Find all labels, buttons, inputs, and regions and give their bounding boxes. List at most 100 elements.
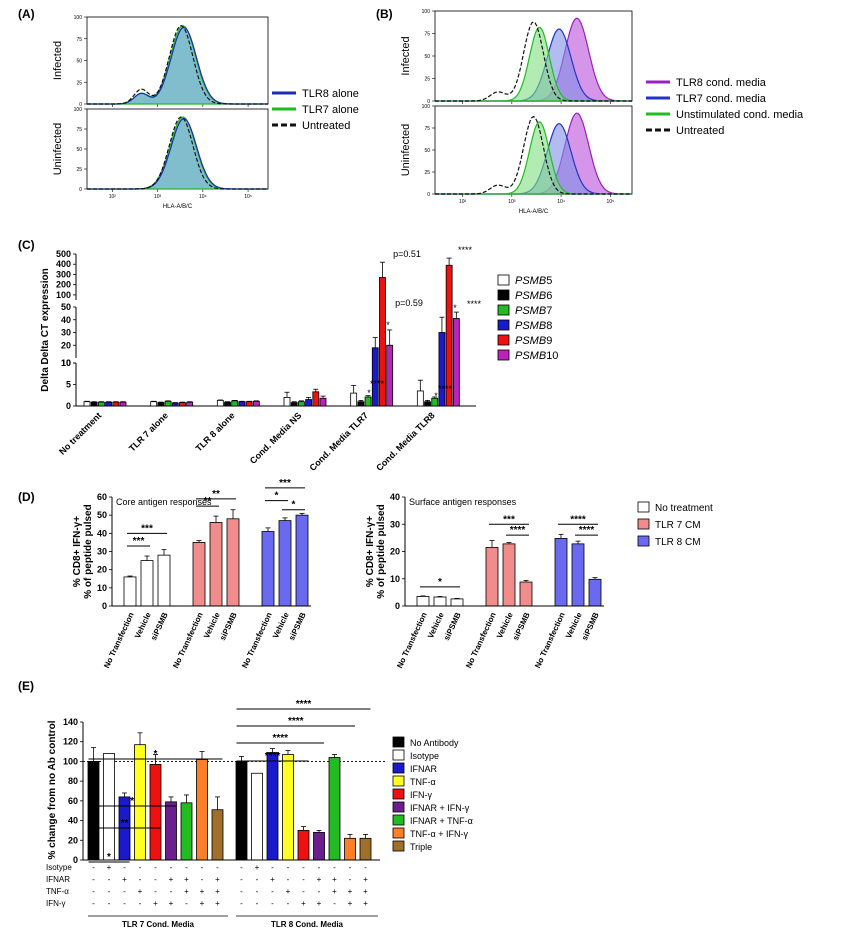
a-uninfected-ytick-label: 0 — [79, 187, 82, 193]
e-table-cell: - — [333, 863, 336, 872]
e-table-cell: - — [256, 887, 259, 896]
d-surface-bar — [571, 543, 585, 607]
e-legend-swatch — [392, 736, 405, 748]
c-annotation: **** — [438, 384, 453, 394]
c-bar-psmb10 — [186, 401, 194, 407]
a-infected-ytick-label: 25 — [76, 80, 82, 86]
c-bar-psmb7 — [297, 401, 305, 407]
e-legend-swatch — [392, 801, 405, 813]
e-legend-swatch — [392, 762, 405, 774]
a-legend-label: Untreated — [302, 120, 350, 132]
e-table-cell: + — [332, 875, 337, 884]
c-ytick-label: 10 — [61, 358, 71, 368]
c-legend-swatch — [497, 349, 510, 361]
e-sig-tlr8-label: **** — [272, 733, 288, 744]
e-sig-tlr8-label: **** — [265, 751, 281, 762]
c-category-label: Cond. Media TLR8 — [374, 410, 437, 473]
e-table-cell: - — [216, 863, 219, 872]
e-table-cell: - — [240, 887, 243, 896]
e-bar-ifnar-tnf- — [328, 757, 341, 861]
e-table-row-label: Isotype — [46, 863, 72, 872]
e-table-cell: - — [154, 887, 157, 896]
a-uninfected-xtick-label: 10² — [109, 194, 117, 200]
e-bar-ifnar-ifn- — [313, 832, 325, 861]
d-core-ytick-label: 60 — [97, 492, 107, 502]
e-sig-tlr8-label: **** — [288, 716, 304, 727]
d-core-ytick-label: 50 — [97, 510, 107, 520]
e-table-cell: - — [287, 863, 290, 872]
e-sig-tlr7-label: * — [107, 852, 111, 863]
d-core-bar — [226, 518, 240, 607]
e-legend-label: IFNAR + IFN-γ — [410, 803, 470, 813]
d-surface-sig-label: **** — [570, 514, 586, 525]
e-table-cell: - — [170, 863, 173, 872]
d-surface-ytick-label: 0 — [395, 601, 400, 611]
e-table-cell: - — [185, 899, 188, 908]
d-surface-bar — [588, 578, 602, 607]
c-legend-label: PSMB5 — [515, 275, 552, 287]
c-ytick-label: 30 — [61, 328, 71, 338]
d-core-ytick-label: 40 — [97, 528, 107, 538]
e-bar-no-antibody — [235, 761, 248, 861]
e-sig-tlr7-label: ** — [121, 818, 129, 829]
b-uninfected-untreated-curve — [435, 115, 632, 195]
e-table-cell: - — [139, 899, 142, 908]
d-core-bar — [209, 522, 223, 607]
d-surface-sig-label: **** — [510, 525, 526, 536]
c-bar-psmb10 — [252, 400, 260, 407]
e-ylabel: % change from no Ab control — [47, 720, 58, 859]
d-surface-title: Surface antigen responses — [409, 497, 517, 507]
d-core-bar — [123, 576, 137, 607]
d-core-category-label: No Transfection — [102, 611, 136, 670]
e-table-cell: - — [333, 899, 336, 908]
d-surface-sig-label: **** — [579, 525, 595, 536]
d-legend-label: TLR 7 CM — [655, 520, 701, 531]
c-bar-psmb7 — [364, 396, 372, 407]
panel-label-c: (C) — [18, 238, 35, 252]
d-surface-category-label: No Transfection — [395, 611, 429, 670]
b-uninfected-xlabel: HLA-A/B/C — [519, 209, 549, 215]
e-sig-tlr8-label: **** — [296, 699, 312, 710]
b-legend-label: Untreated — [676, 125, 724, 137]
c-bar-psmb8 — [171, 402, 179, 407]
c-bar-psmb5 — [283, 396, 291, 407]
e-table-cell: + — [107, 863, 112, 872]
e-legend-label: IFN-γ — [410, 790, 432, 800]
c-bar-psmb6 — [224, 401, 231, 407]
e-table-cell: - — [92, 887, 95, 896]
e-bar-ifn- — [297, 830, 310, 861]
e-table-cell: - — [240, 875, 243, 884]
c-ytick-label: 20 — [61, 340, 71, 350]
panel-label-e: (E) — [18, 679, 34, 693]
c-bar-psmb8 — [105, 401, 112, 407]
e-table-cell: - — [302, 887, 305, 896]
d-core-sig-label: * — [275, 491, 279, 502]
a-uninfected-row-label: Uninfected — [52, 123, 64, 176]
e-legend-swatch — [392, 749, 405, 761]
e-table-cell: - — [349, 875, 352, 884]
d-surface-ytick-label: 30 — [390, 519, 400, 529]
c-legend-swatch — [497, 334, 510, 346]
c-ylabel: Delta Delta CT expression — [40, 268, 51, 391]
d-core-bar — [295, 514, 309, 607]
c-category-label: TLR 8 alone — [194, 410, 237, 453]
d-surface-bar — [485, 547, 499, 607]
e-bar-ifn- — [149, 763, 162, 861]
e-ytick-label: 140 — [63, 717, 78, 727]
c-bar-psmb10 — [319, 397, 327, 407]
b-infected-row-label: Infected — [400, 36, 412, 75]
e-table-cell: - — [256, 899, 259, 908]
e-sig-tlr7-label: * — [154, 749, 158, 760]
c-category-label: Cond. Media TLR7 — [308, 410, 371, 473]
c-legend-swatch — [497, 319, 510, 331]
d-core-title: Core antigen responses — [116, 497, 212, 507]
d-legend-swatch — [637, 518, 650, 530]
c-annotation: * — [367, 388, 371, 398]
a-uninfected-ytick-label: 100 — [74, 107, 83, 113]
c-bar-psmb10 — [119, 401, 127, 407]
d-legend-swatch — [637, 501, 650, 513]
c-bar-psmb5 — [350, 392, 358, 407]
e-bar-ifnar-tnf- — [180, 802, 193, 861]
c-annotation: **** — [370, 379, 385, 389]
